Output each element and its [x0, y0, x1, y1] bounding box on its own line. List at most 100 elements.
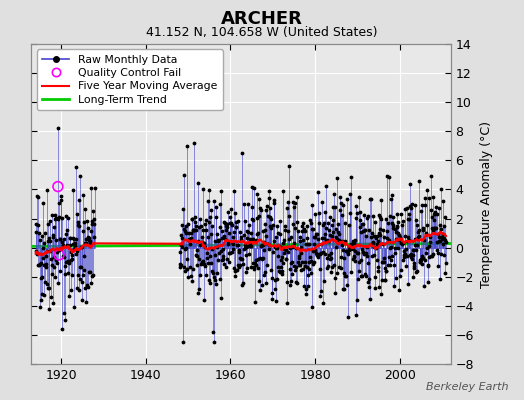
Point [204, 198, 212, 204]
Point [275, 243, 283, 250]
Point [435, 205, 443, 211]
Point [54, 216, 62, 222]
Point [188, 216, 196, 222]
Point [241, 242, 249, 249]
Point [227, 239, 236, 246]
Point [325, 231, 334, 238]
Point [229, 241, 237, 248]
Point [56, 235, 64, 242]
Point [286, 265, 294, 272]
Point [318, 241, 326, 247]
Point [52, 236, 60, 243]
Point [345, 247, 353, 254]
Point [212, 204, 220, 210]
Point [46, 238, 54, 244]
Point [193, 238, 202, 244]
Point [384, 254, 392, 260]
Point [258, 242, 267, 248]
Point [217, 295, 225, 302]
Point [407, 251, 415, 258]
Point [306, 217, 314, 223]
Point [82, 298, 90, 305]
Point [364, 259, 372, 266]
Point [285, 236, 293, 242]
Point [48, 234, 57, 240]
Point [304, 272, 313, 278]
Point [354, 259, 363, 266]
Point [259, 228, 267, 234]
Point [55, 252, 63, 258]
Point [45, 235, 53, 242]
Point [44, 285, 52, 291]
Point [404, 234, 412, 240]
Point [320, 220, 328, 226]
Point [381, 265, 389, 271]
Point [397, 222, 406, 228]
Point [321, 230, 329, 237]
Point [384, 220, 392, 227]
Point [418, 253, 426, 260]
Point [189, 266, 197, 272]
Point [31, 228, 40, 235]
Point [373, 240, 381, 247]
Point [293, 280, 302, 286]
Point [206, 252, 214, 259]
Point [243, 264, 251, 271]
Point [368, 242, 377, 248]
Point [73, 285, 81, 291]
Point [226, 214, 234, 220]
Point [214, 256, 222, 263]
Point [32, 221, 40, 228]
Point [367, 253, 376, 260]
Point [235, 229, 244, 236]
Point [79, 271, 87, 278]
Point [359, 250, 368, 257]
Point [335, 264, 343, 270]
Point [187, 273, 195, 280]
Point [62, 231, 71, 238]
Point [264, 212, 272, 219]
Point [246, 264, 255, 270]
Point [285, 213, 293, 220]
Point [87, 280, 95, 286]
Point [292, 264, 300, 271]
Point [211, 252, 219, 258]
Point [210, 274, 218, 280]
Point [412, 242, 421, 248]
Point [181, 227, 189, 234]
Point [231, 210, 239, 216]
Point [216, 275, 224, 282]
Point [225, 249, 234, 256]
Point [313, 252, 321, 258]
Point [40, 292, 48, 298]
Point [395, 286, 403, 293]
Point [403, 216, 412, 222]
Point [72, 236, 81, 243]
Point [183, 143, 191, 149]
Point [349, 256, 357, 262]
Point [288, 199, 297, 206]
Point [78, 278, 86, 285]
Point [200, 261, 209, 268]
Point [223, 220, 231, 227]
Point [438, 234, 446, 240]
Point [201, 221, 209, 227]
Point [57, 246, 66, 252]
Point [199, 186, 207, 192]
Point [379, 227, 387, 234]
Point [202, 227, 210, 233]
Point [88, 218, 96, 224]
Point [70, 303, 79, 310]
Point [272, 298, 280, 304]
Point [280, 250, 289, 256]
Point [221, 220, 229, 226]
Point [294, 255, 303, 261]
Point [343, 282, 352, 288]
Point [304, 241, 312, 248]
Point [329, 204, 337, 210]
Point [198, 239, 206, 245]
Legend: Raw Monthly Data, Quality Control Fail, Five Year Moving Average, Long-Term Tren: Raw Monthly Data, Quality Control Fail, … [37, 50, 223, 110]
Point [245, 236, 254, 242]
Point [231, 268, 239, 274]
Point [240, 201, 248, 207]
